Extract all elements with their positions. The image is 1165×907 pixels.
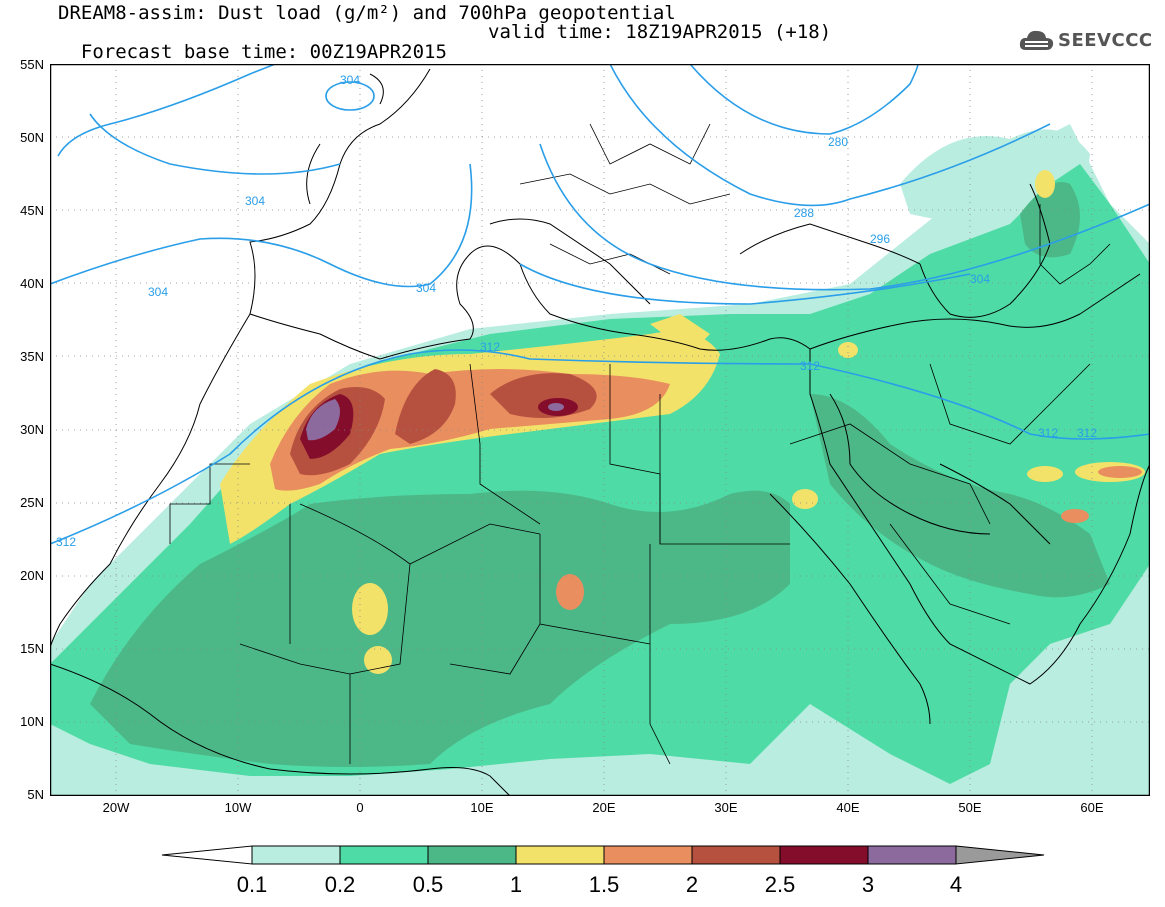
contour-label-312-e: 312 bbox=[56, 535, 76, 549]
colorbar-swatch bbox=[603, 845, 693, 865]
contour-label-280: 280 bbox=[828, 135, 848, 149]
colorbar bbox=[161, 845, 1045, 865]
lat-label: 5N bbox=[27, 787, 44, 802]
contour-labels: 304 304 304 280 288 296 304 312 312 312 … bbox=[56, 73, 1097, 549]
geopotential-contours bbox=[50, 64, 1150, 545]
lat-label: 50N bbox=[20, 130, 44, 145]
contour-label-304-c: 304 bbox=[148, 285, 168, 299]
colorbar-label: 4 bbox=[949, 872, 963, 897]
colorbar-label: 2.5 bbox=[764, 872, 796, 897]
contour-label-304-e: 304 bbox=[416, 281, 436, 295]
contour-label-304-d: 304 bbox=[970, 272, 990, 286]
map-frame bbox=[50, 64, 1150, 796]
colorbar-label: 0.1 bbox=[236, 872, 268, 897]
seevccc-logo: SEEVCCC bbox=[1018, 26, 1153, 56]
colorbar-label: 1 bbox=[509, 872, 523, 897]
lat-label: 20N bbox=[20, 568, 44, 583]
dust-map: 304 304 304 280 288 296 304 312 312 312 … bbox=[50, 64, 1150, 796]
lon-label: 20W bbox=[102, 800, 130, 815]
cloud-logo-icon bbox=[1019, 30, 1054, 50]
colorbar-swatch bbox=[427, 845, 517, 865]
map-title: DREAM8-assim: Dust load (g/m²) and 700hP… bbox=[58, 2, 676, 24]
lon-label: 40E bbox=[836, 800, 860, 815]
colorbar-label: 1.5 bbox=[588, 872, 620, 897]
contour-label-312-b: 312 bbox=[800, 359, 820, 373]
lon-label: 10W bbox=[224, 800, 252, 815]
colorbar-over-arrow bbox=[955, 845, 1045, 865]
lat-label: 15N bbox=[20, 641, 44, 656]
contour-label-312-d: 312 bbox=[1077, 426, 1097, 440]
colorbar-swatch bbox=[515, 845, 605, 865]
colorbar-label: 0.5 bbox=[412, 872, 444, 897]
lat-label: 30N bbox=[20, 422, 44, 437]
lon-label: 30E bbox=[714, 800, 738, 815]
lon-label: 10E bbox=[470, 800, 494, 815]
contour-label-296: 296 bbox=[870, 232, 890, 246]
colorbar-under-arrow bbox=[161, 845, 253, 865]
country-borders bbox=[169, 123, 1111, 765]
lat-label: 10N bbox=[20, 714, 44, 729]
forecast-times: Forecast base time: 00Z19APR2015 valid t… bbox=[58, 22, 831, 82]
lon-label: 60E bbox=[1080, 800, 1104, 815]
base-time: Forecast base time: 00Z19APR2015 bbox=[80, 41, 447, 63]
colorbar-swatch bbox=[339, 845, 429, 865]
lon-label: 0 bbox=[356, 800, 364, 815]
colorbar-label: 0.2 bbox=[324, 872, 356, 897]
contour-label-288: 288 bbox=[794, 206, 814, 220]
colorbar-swatch bbox=[867, 845, 957, 865]
colorbar-swatch bbox=[779, 845, 869, 865]
colorbar-swatch bbox=[691, 845, 781, 865]
valid-time: valid time: 18Z19APR2015 (+18) bbox=[488, 21, 832, 43]
graticule bbox=[50, 64, 1150, 796]
lon-label: 50E bbox=[958, 800, 982, 815]
lon-label: 20E bbox=[592, 800, 616, 815]
lat-label: 45N bbox=[20, 203, 44, 218]
coastlines bbox=[50, 68, 1150, 796]
contour-label-304-a: 304 bbox=[340, 73, 360, 87]
contour-label-304-b: 304 bbox=[245, 194, 265, 208]
lat-label: 25N bbox=[20, 495, 44, 510]
lat-label: 55N bbox=[20, 57, 44, 72]
contour-label-312-a: 312 bbox=[480, 340, 500, 354]
contour-label-312-c: 312 bbox=[1038, 426, 1058, 440]
lat-label: 40N bbox=[20, 276, 44, 291]
colorbar-label: 3 bbox=[861, 872, 875, 897]
colorbar-swatch bbox=[251, 845, 341, 865]
colorbar-label: 2 bbox=[685, 872, 699, 897]
lat-label: 35N bbox=[20, 349, 44, 364]
logo-text: SEEVCCC bbox=[1058, 30, 1153, 51]
